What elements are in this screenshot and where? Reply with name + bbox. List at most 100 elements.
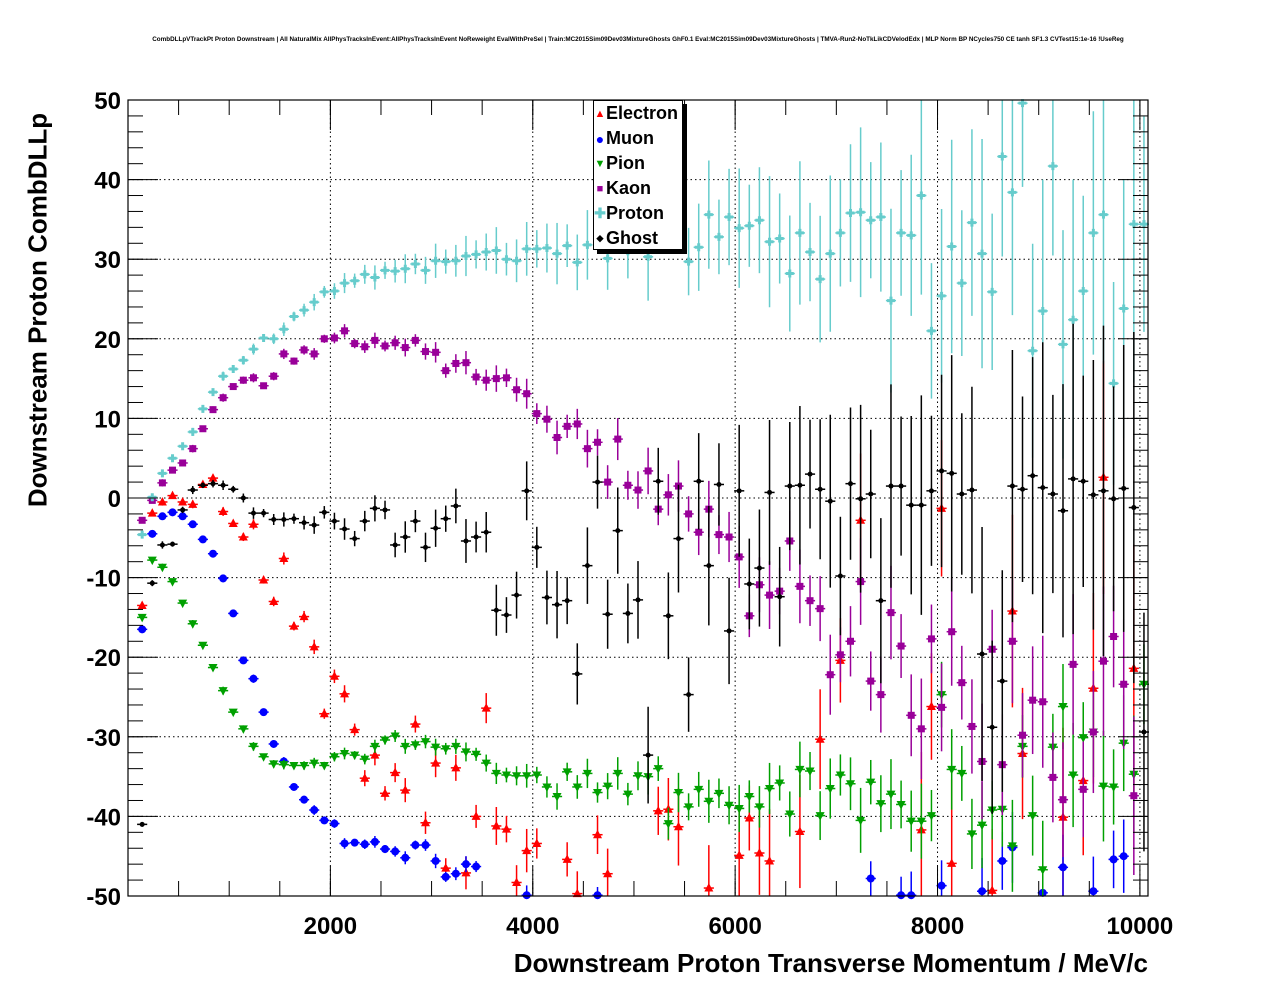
data-point-muon [430,853,441,869]
data-point-ghost [845,407,856,560]
triangle-down-marker [532,771,542,781]
data-point-kaon [157,479,168,487]
data-point-kaon [632,471,644,509]
cross-marker [148,493,157,502]
cross-marker [603,254,612,263]
data-point-ghost [1118,345,1129,632]
data-point-ghost [147,580,158,587]
cross-marker [1059,340,1067,349]
data-point-proton [875,142,886,292]
data-point-ghost [491,584,502,636]
dot-marker [544,595,550,600]
triangle-down-marker [704,797,714,807]
data-point-pion [1068,722,1079,828]
data-point-ghost [906,415,917,595]
data-point-kaon [572,408,583,440]
circle-marker [381,845,390,854]
dot-marker [159,542,165,548]
circle-marker [978,887,987,896]
circle-marker [522,891,531,900]
square-marker [1019,731,1027,739]
cross-marker [188,427,197,436]
data-point-ghost [612,487,623,574]
data-point-proton [885,208,897,393]
data-point-kaon [491,365,502,392]
dot-marker [311,522,317,528]
data-point-kaon [815,576,826,642]
dot-marker [787,483,793,489]
triangle-up-marker [795,826,805,836]
square-marker [533,410,541,418]
triangle-up-marker [289,621,299,630]
data-point-pion [946,729,957,810]
triangle-down-marker [896,800,906,810]
circle-marker [461,860,470,869]
data-point-proton [369,265,380,290]
y-tick-label: 30 [94,247,121,274]
circle-marker [391,847,400,856]
data-point-ghost [562,577,573,625]
data-point-kaon [956,645,967,720]
circle-marker [937,881,946,890]
data-point-ghost [309,516,320,534]
square-marker [1120,680,1128,688]
cross-marker [967,218,976,227]
data-point-kaon [531,403,542,425]
triangle-down-marker [491,769,501,779]
data-point-proton [390,259,401,283]
triangle-down-marker [198,641,208,651]
legend-item-kaon: ■ Kaon [594,176,682,201]
y-tick-label: -30 [86,725,121,752]
cross-marker [1038,306,1047,315]
data-point-pion [400,738,411,754]
data-point-muon [1118,819,1129,893]
cross-marker [249,345,258,354]
data-point-electron [137,600,148,609]
square-marker [685,510,693,518]
data-point-pion [197,641,208,651]
triangle-down-marker [673,789,683,798]
data-point-ghost [471,521,482,553]
triangle-down-marker [168,578,178,587]
triangle-down-marker [613,769,623,779]
data-point-ghost [1027,357,1038,595]
square-marker [968,722,976,730]
data-point-pion [683,793,694,821]
square-marker [422,348,429,356]
data-point-electron [319,708,330,719]
dot-marker [696,478,702,484]
data-point-kaon [177,459,188,467]
data-point-kaon [440,363,451,378]
data-point-pion [622,782,633,806]
legend-item-electron: ▲ Electron [594,101,682,126]
cross-marker [330,287,339,296]
data-point-proton [906,154,917,316]
dot-marker [230,486,236,492]
data-point-ghost [1007,350,1018,623]
circle-marker [259,708,268,717]
dot-marker [554,602,560,608]
data-point-proton [916,100,927,295]
circle-marker [239,656,248,665]
circle-marker [249,674,258,683]
data-point-ghost [713,443,725,526]
data-point-pion [663,807,674,840]
square-marker [411,336,419,344]
data-point-kaon [339,324,350,338]
triangle-up-marker [319,708,329,718]
data-point-electron [349,723,360,736]
square-marker [563,422,571,430]
circle-marker [451,869,460,878]
triangle-up-marker [765,855,775,865]
data-point-proton [1138,116,1150,332]
data-point-electron [177,496,188,506]
triangle-down-marker [147,556,157,566]
data-point-ghost [1138,612,1150,852]
data-point-electron [400,778,411,803]
cross-marker [441,257,450,266]
cross-marker [522,244,531,253]
data-point-electron [491,807,502,845]
triangle-up-marker [360,773,370,782]
square-marker [1089,728,1097,736]
triangle-down-marker [309,759,319,769]
